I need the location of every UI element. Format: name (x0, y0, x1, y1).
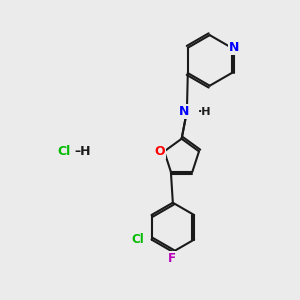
Text: Cl: Cl (57, 145, 70, 158)
Text: –H: –H (74, 145, 90, 158)
Text: N: N (229, 40, 239, 54)
Text: ·H: ·H (198, 107, 211, 117)
Text: O: O (155, 145, 165, 158)
Text: N: N (179, 105, 189, 118)
Text: F: F (168, 252, 176, 265)
Text: Cl: Cl (131, 233, 144, 246)
